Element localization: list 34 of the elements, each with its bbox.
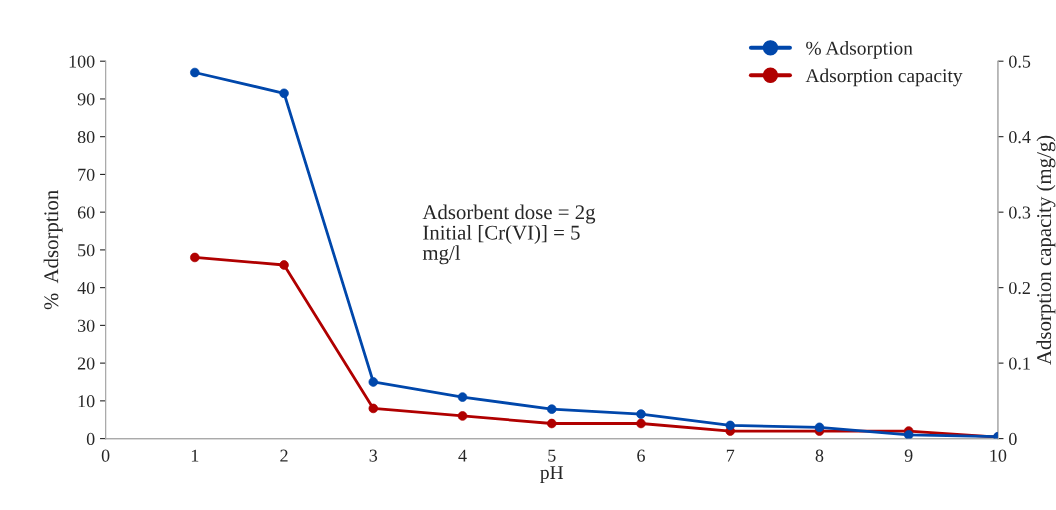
y2-axis-title: Adsorption capacity (mg/g) [1036,135,1056,365]
x-tick-label: 8 [815,449,824,462]
y2-tick-label: 0.3 [1009,206,1031,219]
x-tick-label: 5 [548,449,556,462]
x-tick-label: 3 [369,449,378,462]
x-axis-title: pH [540,466,564,484]
y2-tick-label: 0.2 [1009,281,1030,295]
x-tick-label: 10 [990,449,1007,462]
y-tick-label: 0 [86,432,95,446]
legend-label: % Adsorption [806,41,913,59]
y-tick-label: 70 [78,168,95,181]
y2-tick-label: 0.5 [1009,55,1031,68]
y-tick-label: 60 [77,206,95,219]
annotation: Adsorbent dose = 2g Initial [Cr(VI)] = 5 mg/l [422,204,596,265]
x-tick-label: 2 [280,449,288,462]
x-tick-label: 6 [637,449,645,462]
y-tick-label: 80 [77,130,95,144]
x-tick-label: 1 [191,449,199,462]
x-tick-label: 7 [726,449,735,462]
x-tick-label: 0 [101,449,110,462]
y2-tick-label: 0 [1009,432,1017,446]
y2-tick-label: 0.4 [1009,130,1031,144]
legend-label: Adsorption capacity [805,68,963,87]
y-tick-label: 30 [77,319,95,332]
y-tick-label: 40 [77,281,95,295]
y-tick-label: 90 [77,93,95,106]
x-tick-label: 9 [904,449,913,462]
y-tick-label: 10 [78,395,95,408]
y-axis-title: % Adsorption [43,190,63,310]
y-tick-label: 100 [69,55,95,68]
y-tick-label: 20 [77,357,95,370]
x-tick-label: 4 [458,449,467,462]
y-tick-label: 50 [78,244,95,257]
y2-tick-label: 0.1 [1009,357,1030,370]
